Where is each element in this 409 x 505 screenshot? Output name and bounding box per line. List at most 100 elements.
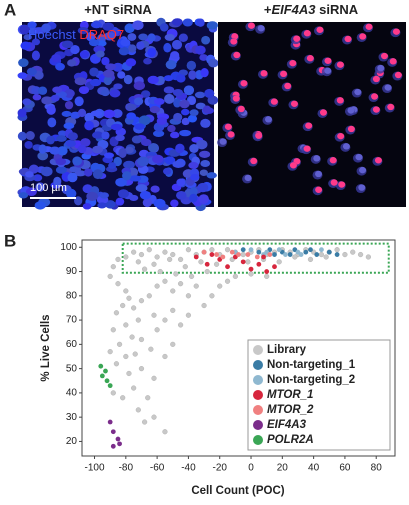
legend-label: Non-targeting_1: [267, 359, 356, 371]
nucleus: [66, 188, 77, 199]
nucleus: [175, 143, 185, 154]
nucleus: [46, 105, 56, 115]
point: [225, 264, 230, 270]
point: [126, 295, 132, 301]
nucleus: [57, 146, 68, 156]
nucleus: [153, 130, 165, 137]
y-tick-label: 100: [60, 242, 77, 253]
legend-marker: [253, 420, 263, 430]
stain-label: Hoechst: [28, 27, 76, 42]
nucleus: [336, 97, 344, 104]
nucleus: [173, 112, 183, 122]
point: [123, 288, 129, 294]
nucleus: [67, 172, 78, 183]
point: [173, 271, 179, 277]
x-tick-label: 40: [308, 463, 320, 474]
x-axis-label: Cell Count (POC): [191, 485, 284, 497]
nucleus: [170, 131, 180, 139]
nucleus: [365, 23, 373, 30]
point: [113, 310, 120, 316]
nucleus: [33, 27, 43, 34]
nucleus: [70, 44, 80, 55]
nucleus: [178, 33, 188, 42]
nucleus: [200, 68, 209, 78]
nucleus: [108, 162, 117, 169]
point: [170, 251, 176, 258]
nucleus: [17, 72, 28, 79]
point: [182, 264, 188, 270]
nucleus: [25, 131, 35, 141]
point: [162, 317, 168, 323]
nucleus: [134, 123, 145, 130]
nucleus: [138, 115, 151, 126]
point: [162, 429, 168, 435]
nucleus: [182, 18, 193, 27]
point: [103, 368, 108, 374]
nucleus: [156, 75, 166, 84]
point: [220, 254, 226, 260]
nucleus: [142, 198, 152, 208]
nucleus: [49, 146, 61, 155]
point: [236, 252, 241, 257]
point: [201, 249, 207, 255]
x-tick-label: 20: [277, 463, 289, 474]
point: [261, 254, 266, 260]
point: [148, 346, 154, 352]
point: [107, 349, 113, 355]
point: [201, 302, 207, 309]
y-axis-label: % Live Cells: [40, 314, 52, 381]
nucleus: [65, 140, 76, 147]
nucleus: [117, 189, 129, 199]
nucleus: [372, 106, 380, 113]
nucleus: [389, 58, 397, 65]
nucleus: [31, 38, 41, 46]
nucleus: [189, 144, 199, 153]
nucleus: [133, 81, 146, 91]
point: [129, 334, 135, 340]
nucleus: [18, 58, 29, 67]
point: [135, 259, 141, 265]
nucleus: [164, 156, 176, 165]
point: [276, 247, 282, 253]
point: [151, 312, 157, 318]
nucleus: [197, 182, 209, 193]
nucleus: [26, 67, 37, 76]
point: [209, 293, 215, 299]
nucleus: [40, 166, 53, 177]
nucleus: [247, 22, 255, 29]
nucleus: [105, 63, 117, 71]
legend-label: MTOR_1: [267, 389, 313, 401]
point: [307, 256, 314, 263]
nucleus: [344, 35, 352, 43]
nucleus: [67, 132, 78, 141]
point: [254, 254, 260, 260]
nucleus: [171, 39, 183, 50]
nucleus: [394, 71, 402, 79]
point: [185, 247, 192, 253]
nucleus: [101, 56, 110, 66]
legend-marker: [253, 375, 263, 385]
point: [292, 254, 298, 260]
nucleus: [99, 192, 109, 199]
nucleus: [195, 102, 206, 110]
point: [138, 298, 145, 304]
nucleus: [165, 59, 177, 70]
nucleus: [86, 191, 98, 201]
point: [276, 259, 282, 265]
point: [151, 375, 157, 381]
point: [117, 441, 122, 447]
nucleus: [186, 60, 197, 71]
nucleus: [347, 107, 355, 114]
nucleus: [324, 67, 332, 74]
point: [142, 419, 148, 425]
nucleus: [91, 145, 104, 154]
point: [162, 249, 168, 255]
point: [240, 251, 246, 258]
x-tick-label: -100: [85, 463, 105, 474]
point: [308, 247, 313, 253]
nucleus: [92, 169, 103, 180]
point: [314, 252, 320, 257]
nucleus: [24, 141, 33, 149]
nucleus: [77, 26, 89, 35]
point: [132, 351, 138, 357]
